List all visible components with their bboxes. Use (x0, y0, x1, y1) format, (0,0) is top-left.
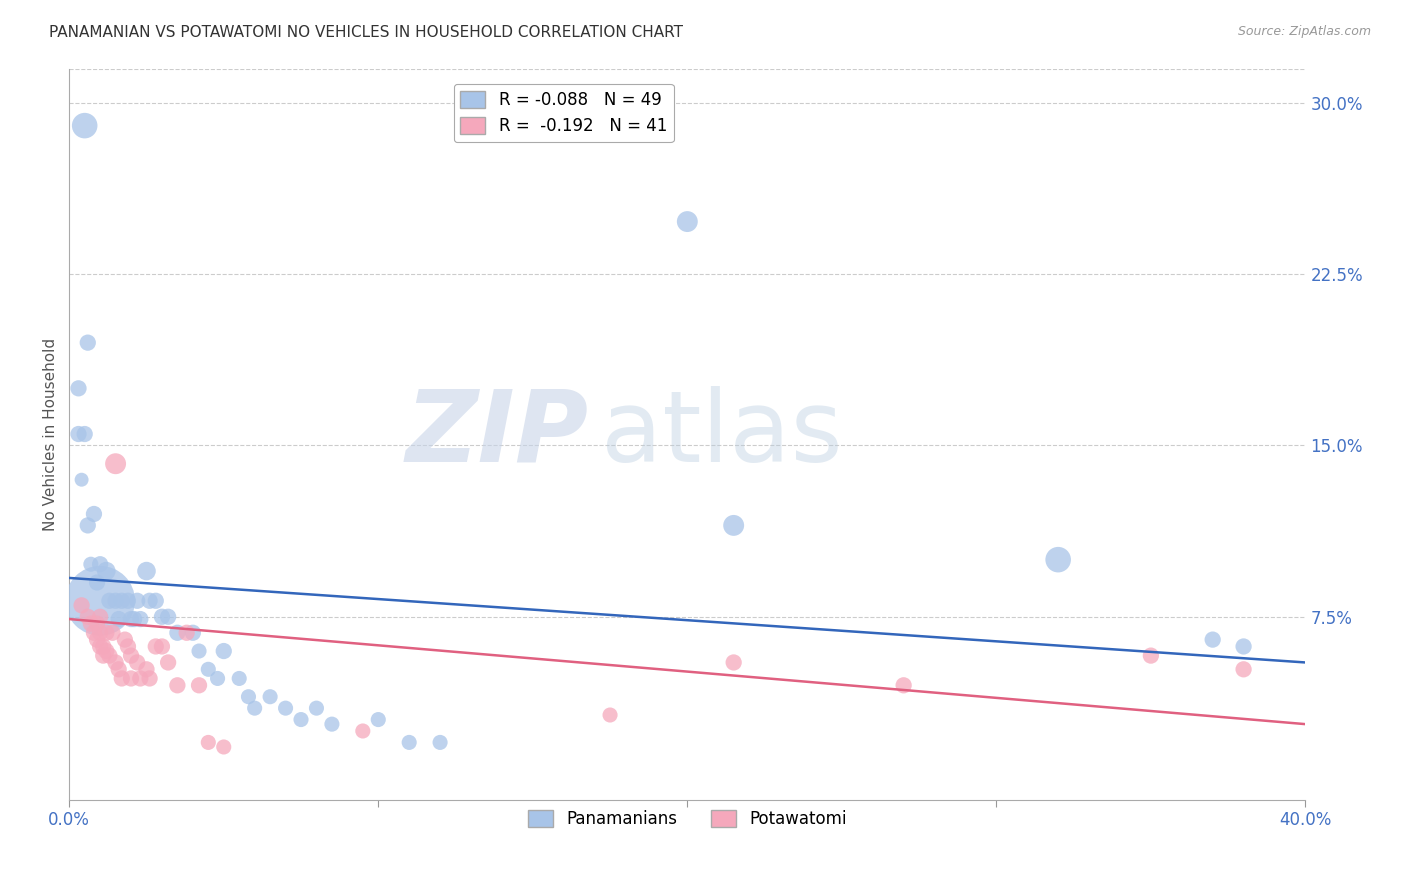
Point (104, 594, 127, 608)
Point (91, 640, 114, 654)
Point (120, 672, 142, 686)
Point (104, 457, 127, 471)
Point (120, 612, 142, 626)
Point (150, 609, 173, 624)
Point (352, 723, 374, 738)
Point (429, 735, 451, 749)
Point (129, 612, 152, 626)
Point (89, 609, 111, 624)
Point (723, 518, 745, 533)
Point (89, 625, 111, 640)
Point (1232, 640, 1254, 654)
Point (893, 678, 915, 692)
Point (117, 594, 139, 608)
Point (96, 644, 118, 658)
Point (89, 594, 111, 608)
Point (157, 656, 180, 670)
Point (73, 427, 96, 442)
Point (138, 594, 160, 608)
Point (676, 214, 699, 228)
Point (129, 672, 152, 686)
Point (111, 594, 134, 608)
Point (274, 701, 297, 715)
Point (127, 594, 149, 608)
Point (197, 735, 219, 749)
Point (259, 690, 281, 704)
Point (104, 656, 127, 670)
Point (101, 625, 124, 640)
Point (83, 507, 105, 521)
Point (723, 656, 745, 670)
Point (83, 625, 105, 640)
Point (80, 558, 103, 572)
Point (70, 599, 93, 613)
Legend: Panamanians, Potawatomi: Panamanians, Potawatomi (522, 804, 853, 835)
Point (98, 648, 121, 663)
Point (157, 609, 180, 624)
Point (138, 672, 160, 686)
Point (243, 701, 266, 715)
Point (305, 701, 328, 715)
Point (76, 609, 98, 624)
Point (76, 518, 98, 533)
Point (67, 381, 90, 395)
Point (290, 713, 312, 727)
Point (1202, 632, 1225, 647)
Point (86, 616, 108, 631)
Point (197, 662, 219, 676)
Point (135, 564, 157, 578)
Point (135, 662, 157, 676)
Text: ZIP: ZIP (405, 385, 589, 483)
Point (367, 713, 389, 727)
Text: atlas: atlas (600, 385, 842, 483)
Point (76, 335, 98, 350)
Point (117, 640, 139, 654)
Point (96, 625, 118, 640)
Point (166, 625, 188, 640)
Point (207, 672, 229, 686)
Point (98, 594, 121, 608)
Point (145, 640, 167, 654)
Point (111, 672, 134, 686)
Point (96, 564, 118, 578)
Text: Source: ZipAtlas.com: Source: ZipAtlas.com (1237, 25, 1371, 38)
Point (166, 678, 188, 692)
Point (114, 632, 136, 647)
Point (67, 427, 90, 442)
Point (107, 612, 129, 626)
Text: PANAMANIAN VS POTAWATOMI NO VEHICLES IN HOUSEHOLD CORRELATION CHART: PANAMANIAN VS POTAWATOMI NO VEHICLES IN … (49, 25, 683, 40)
Point (212, 739, 235, 754)
Point (321, 717, 343, 731)
Point (70, 473, 93, 487)
Point (238, 690, 260, 704)
Point (1140, 648, 1163, 663)
Point (86, 632, 108, 647)
Point (86, 575, 108, 590)
Point (188, 678, 211, 692)
Point (212, 644, 235, 658)
Point (181, 625, 204, 640)
Point (188, 644, 211, 658)
Point (176, 625, 198, 640)
Point (80, 616, 103, 631)
Y-axis label: No Vehicles in Household: No Vehicles in Household (44, 337, 58, 531)
Point (1047, 552, 1070, 566)
Point (122, 612, 145, 626)
Point (145, 594, 167, 608)
Point (73, 119, 96, 133)
Point (120, 648, 142, 663)
Point (89, 558, 111, 572)
Point (599, 708, 621, 723)
Point (150, 640, 173, 654)
Point (89, 640, 111, 654)
Point (107, 662, 129, 676)
Point (398, 735, 420, 749)
Point (1232, 662, 1254, 676)
Point (127, 656, 149, 670)
Point (228, 672, 250, 686)
Point (91, 648, 114, 663)
